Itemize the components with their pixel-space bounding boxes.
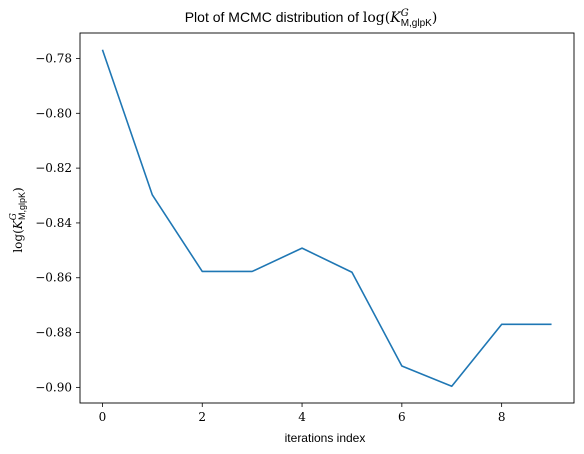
- x-tick-label: 6: [398, 410, 406, 424]
- plot-area: 0 2 4 6 8 −0.78 −0.80 −0.82 −0.84 −0.86 −0.88 −0.9…: [35, 32, 575, 424]
- y-tick-label: −0.78: [35, 51, 72, 65]
- y-tick-label: −0.90: [35, 380, 72, 394]
- y-tick-label: −0.84: [35, 216, 72, 230]
- y-axis-label: log(KGM,glpK): [9, 187, 27, 252]
- x-tick-label: 2: [198, 410, 206, 424]
- y-tick-label: −0.86: [35, 271, 72, 285]
- y-tick-label: −0.88: [35, 326, 72, 340]
- axes-frame: [79, 32, 575, 404]
- x-tick-label: 4: [298, 410, 306, 424]
- x-tick-label: 8: [498, 410, 506, 424]
- x-axis-ticks: 0 2 4 6 8: [99, 403, 506, 424]
- x-axis-label: iterations index: [285, 431, 366, 445]
- x-tick-label: 0: [99, 410, 107, 424]
- series-line: [101, 49, 552, 388]
- y-tick-label: −0.80: [35, 106, 72, 120]
- y-axis-ticks: −0.78 −0.80 −0.82 −0.84 −0.86 −0.88 −0.90: [35, 51, 80, 394]
- chart-title: Plot of MCMC distribution of log(KG M,glp…: [185, 8, 438, 29]
- y-tick-label: −0.82: [35, 161, 72, 175]
